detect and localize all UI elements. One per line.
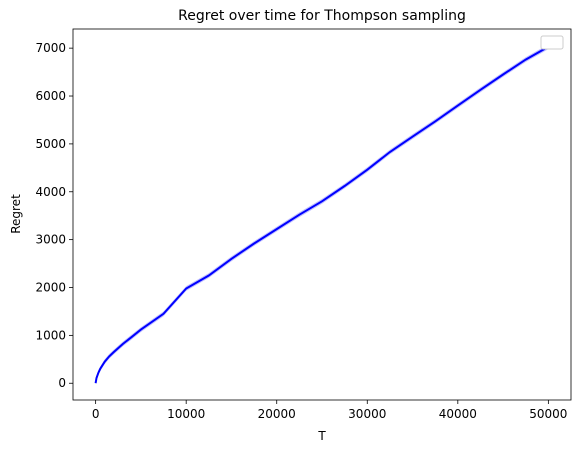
x-tick-label: 40000 (439, 407, 477, 421)
x-tick-label: 30000 (348, 407, 386, 421)
x-tick-label: 20000 (258, 407, 296, 421)
y-tick-label: 3000 (35, 233, 66, 247)
legend-box (540, 35, 564, 50)
y-tick-label: 2000 (35, 281, 66, 295)
y-tick-label: 6000 (35, 89, 66, 103)
y-tick-label: 5000 (35, 137, 66, 151)
regret-line (94, 45, 549, 384)
plot-frame (72, 28, 572, 401)
y-axis-label: Regret (9, 194, 23, 234)
plot-area (73, 29, 571, 400)
y-tick-label: 7000 (35, 41, 66, 55)
x-axis-label: T (317, 429, 326, 443)
x-tick-label: 0 (92, 407, 100, 421)
x-ticks: 0 10000 20000 30000 40000 50000 (92, 400, 567, 421)
y-tick-label: 0 (58, 376, 66, 390)
y-ticks: 0 1000 2000 3000 4000 5000 6000 7000 (35, 41, 73, 390)
y-tick-label: 4000 (35, 185, 66, 199)
chart-title: Regret over time for Thompson sampling (178, 8, 466, 24)
y-tick-label: 1000 (35, 328, 66, 342)
x-tick-label: 10000 (167, 407, 205, 421)
x-tick-label: 50000 (529, 407, 567, 421)
